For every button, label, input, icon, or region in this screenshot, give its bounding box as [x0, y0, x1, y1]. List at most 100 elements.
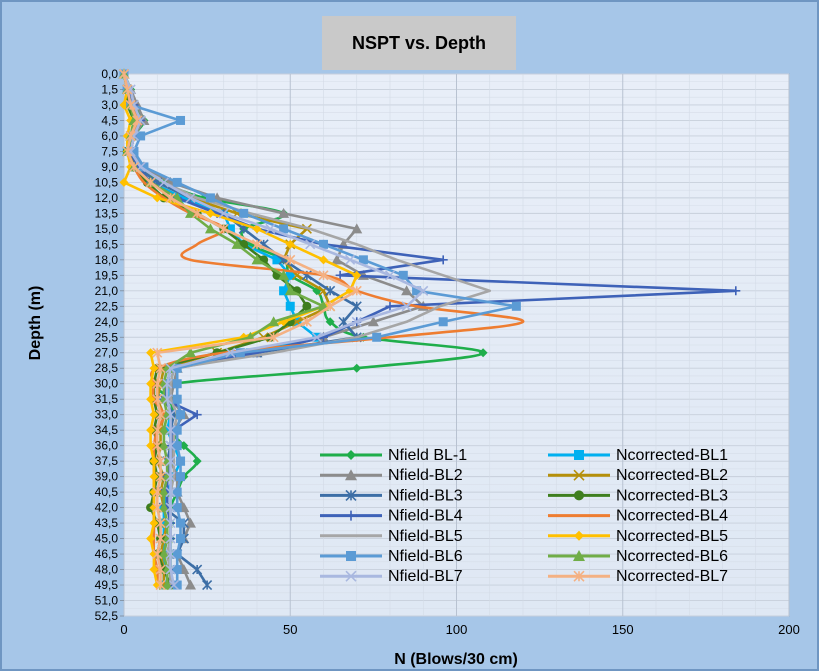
data-point [149, 518, 159, 528]
data-point [265, 223, 276, 234]
data-point [192, 208, 203, 219]
data-point [268, 316, 280, 327]
y-tick-label: 4,5 [101, 113, 118, 127]
data-point [165, 564, 176, 575]
y-tick-label: 43,5 [95, 516, 119, 530]
y-tick-label: 25,5 [95, 330, 119, 344]
y-tick-label: 52,5 [95, 609, 119, 623]
data-point [119, 177, 129, 187]
x-tick-label: 200 [778, 622, 800, 637]
data-point [285, 301, 295, 311]
legend-label: Nfield-BL6 [388, 548, 463, 565]
data-point [165, 440, 176, 451]
data-point [268, 332, 279, 343]
data-point [192, 410, 202, 420]
data-point [225, 224, 235, 234]
legend-swatch-marker [574, 530, 584, 541]
data-point [146, 348, 156, 358]
data-point [146, 425, 156, 435]
data-point [331, 254, 343, 265]
data-point [158, 424, 170, 435]
data-point [165, 471, 176, 482]
data-point [384, 270, 396, 281]
data-point [279, 224, 289, 234]
data-point [162, 378, 173, 389]
data-point [155, 456, 166, 467]
data-point [272, 255, 282, 265]
data-point [122, 84, 133, 95]
data-point [155, 564, 166, 575]
data-point [279, 286, 289, 296]
data-point [158, 177, 169, 188]
data-point [149, 363, 159, 373]
data-point [176, 456, 186, 466]
data-point [351, 301, 362, 312]
data-point [158, 440, 170, 451]
legend-label: Nfield-BL4 [388, 508, 463, 525]
data-point [158, 548, 170, 559]
legend-label: Ncorrected-BL7 [616, 568, 728, 585]
data-point [155, 409, 166, 420]
data-point [192, 456, 202, 466]
chart-title-box [322, 16, 516, 70]
data-point [152, 502, 163, 513]
legend-item: Nfield-BL2 [320, 467, 463, 484]
y-tick-label: 39,0 [95, 470, 119, 484]
legend-item: Ncorrected-BL3 [548, 487, 728, 504]
data-point [385, 301, 395, 311]
y-tick-label: 3,0 [101, 98, 118, 112]
data-point [165, 548, 176, 560]
series-ncorrected-bl7 [118, 68, 362, 591]
data-point [172, 425, 182, 435]
data-point [352, 270, 362, 280]
data-point [146, 379, 156, 389]
y-axis-ticks: 0,01,5 3,04,5 6,07,5 9,010,5 12,013,5 15,016,… [95, 67, 124, 623]
y-axis-label: Depth (m) [27, 286, 44, 361]
y-tick-label: 1,5 [101, 82, 118, 96]
legend-item: Ncorrected-BL6 [548, 548, 728, 565]
data-point [176, 472, 186, 482]
data-point [278, 269, 290, 280]
y-tick-label: 24,0 [95, 315, 119, 329]
data-point [122, 146, 133, 157]
legend-swatch-marker [573, 469, 585, 481]
y-tick-label: 45,0 [95, 532, 119, 546]
data-point [251, 254, 263, 265]
data-point [118, 68, 130, 80]
data-point [372, 332, 382, 342]
y-tick-label: 36,0 [95, 439, 119, 453]
y-tick-label: 6,0 [101, 129, 118, 143]
data-point [325, 317, 335, 327]
data-point [152, 440, 163, 451]
data-point [172, 394, 182, 404]
y-tick-label: 10,5 [95, 175, 119, 189]
data-point [146, 394, 156, 404]
x-axis-label: N (Blows/30 cm) [394, 651, 518, 668]
data-point [318, 270, 329, 281]
data-point [438, 255, 448, 265]
y-tick-label: 22,5 [95, 299, 119, 313]
legend-item: Nfield-BL5 [320, 528, 463, 545]
legend-swatch-marker [346, 551, 356, 561]
y-tick-label: 46,5 [95, 547, 119, 561]
data-point [192, 564, 203, 575]
y-tick-label: 13,5 [95, 206, 119, 220]
data-point [301, 316, 312, 327]
legend: Nfield BL-1 Ncorrected-BL1 Nfield-BL2 Ncorr… [320, 447, 728, 585]
data-point [161, 579, 173, 590]
data-point [305, 239, 316, 250]
y-tick-label: 42,0 [95, 501, 119, 515]
data-point [149, 410, 159, 420]
series-line [122, 73, 359, 586]
data-point [159, 518, 169, 528]
data-point [172, 580, 182, 590]
data-point [319, 239, 328, 249]
legend-item: Ncorrected-BL5 [548, 528, 728, 545]
legend-item: Nfield-BL6 [320, 548, 463, 565]
data-point [202, 579, 213, 591]
data-point [146, 441, 156, 451]
data-point [285, 270, 295, 280]
x-tick-label: 100 [446, 622, 468, 637]
legend-swatch-marker [574, 490, 584, 501]
data-point [367, 316, 379, 327]
